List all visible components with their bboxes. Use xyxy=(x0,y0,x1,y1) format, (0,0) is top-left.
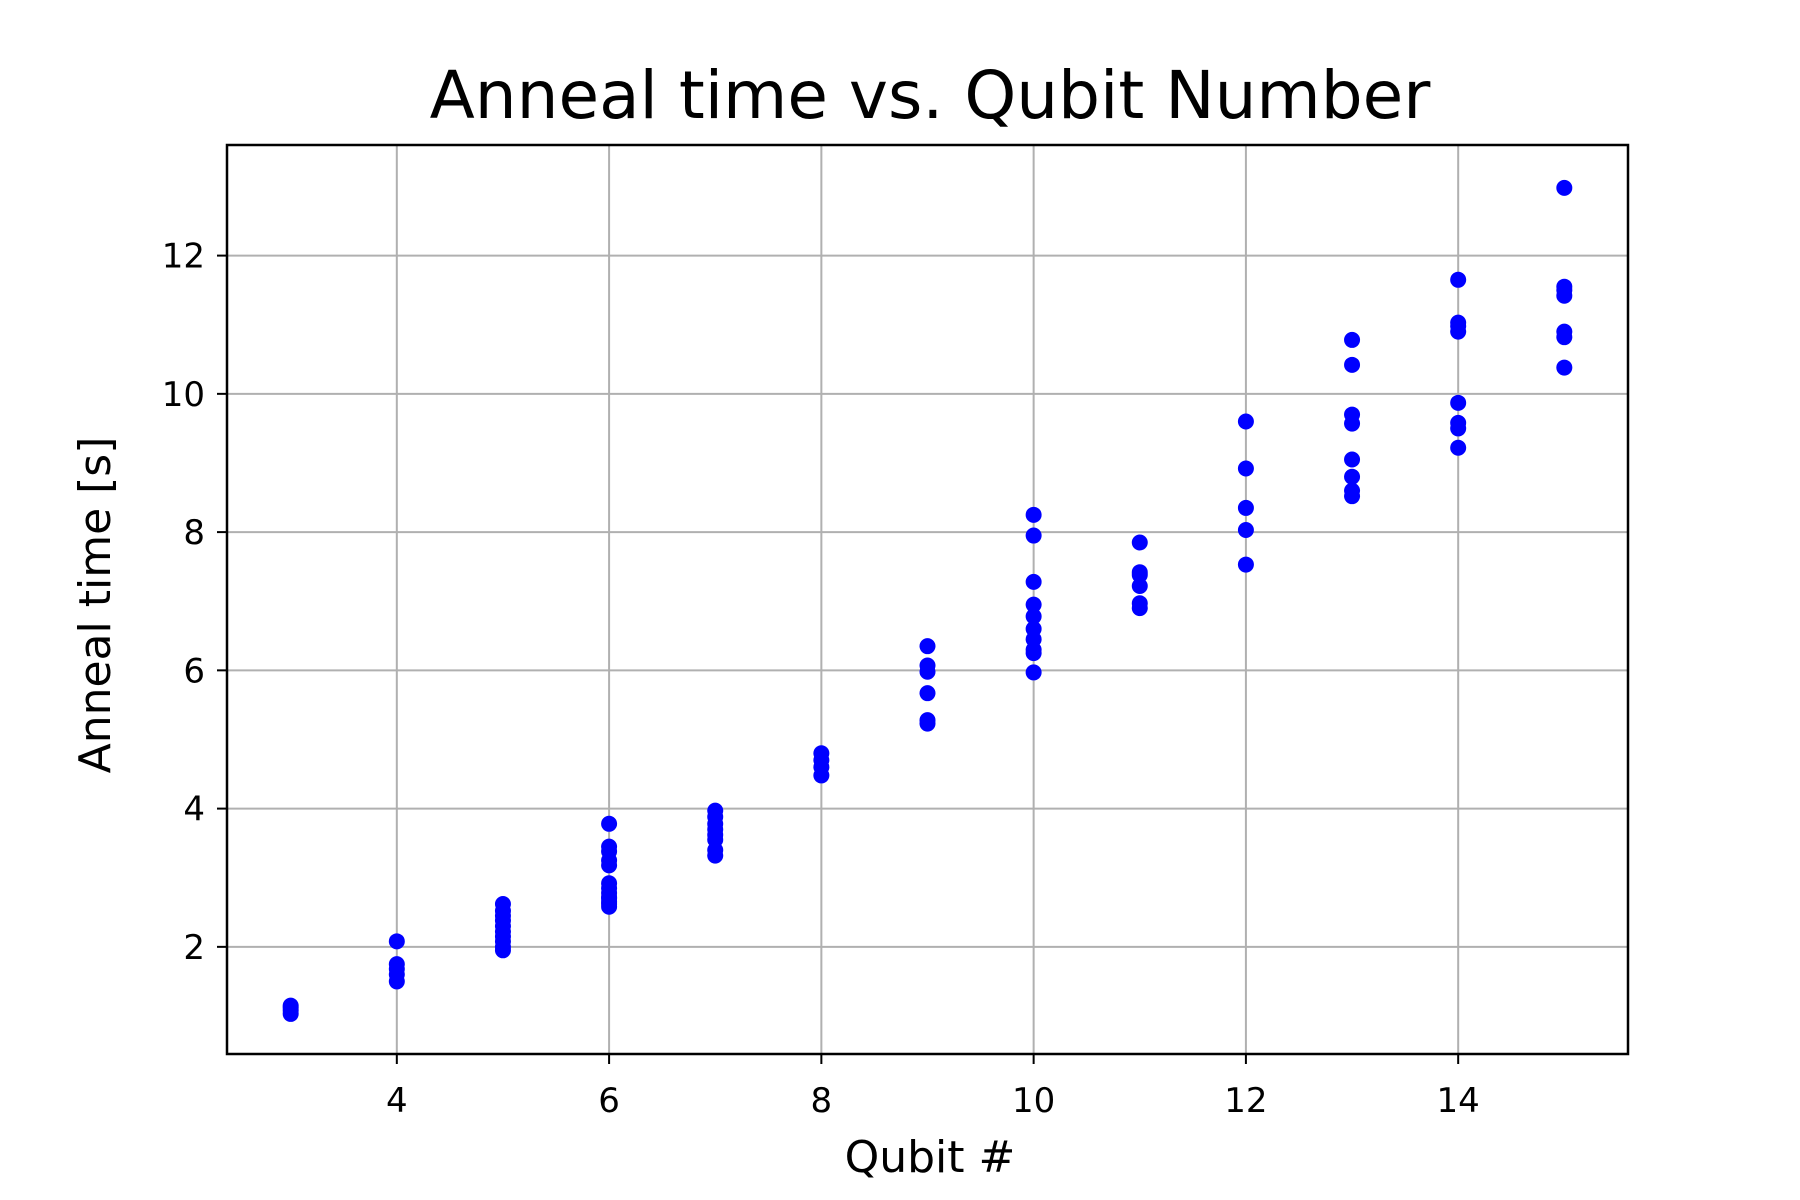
data-point-0-92 xyxy=(1556,278,1573,295)
data-points xyxy=(282,179,1573,1022)
chart-title: Anneal time vs. Qubit Number xyxy=(430,57,1432,134)
data-point-0-29 xyxy=(601,815,618,832)
data-point-0-74 xyxy=(1344,451,1361,468)
data-point-0-82 xyxy=(1450,394,1467,411)
plot-frame xyxy=(225,143,1630,1056)
data-point-0-48 xyxy=(919,657,936,674)
data-point-0-31 xyxy=(601,890,618,907)
data-point-0-39 xyxy=(707,802,724,819)
data-point-0-8 xyxy=(388,933,405,950)
y-tick-label-5: 12 xyxy=(162,237,205,277)
y-tick-label-0: 2 xyxy=(183,928,205,968)
data-point-0-70 xyxy=(1237,413,1254,430)
axis-ticks: 4 6 8 10 12 14 2 4 6 8 10 12 xyxy=(162,237,1480,1121)
x-axis-label: Qubit # xyxy=(845,1132,1016,1183)
data-point-0-68 xyxy=(1237,499,1254,516)
x-tick-label-3: 10 xyxy=(1012,1081,1055,1121)
data-point-0-89 xyxy=(1556,323,1573,340)
data-point-0-76 xyxy=(1344,406,1361,423)
y-tick-label-2: 6 xyxy=(183,651,205,691)
data-point-0-78 xyxy=(1344,331,1361,348)
data-point-0-3 xyxy=(282,997,299,1014)
data-point-0-58 xyxy=(1025,527,1042,544)
y-axis-label: Anneal time [s] xyxy=(70,437,121,774)
data-point-0-64 xyxy=(1131,564,1148,581)
data-point-0-50 xyxy=(1025,664,1042,681)
data-point-0-59 xyxy=(1025,506,1042,523)
y-tick-label-1: 4 xyxy=(183,790,205,830)
data-point-0-57 xyxy=(1025,573,1042,590)
data-point-0-72 xyxy=(1344,482,1361,499)
data-point-0-49 xyxy=(919,638,936,655)
data-point-0-62 xyxy=(1131,578,1148,595)
data-point-0-85 xyxy=(1450,314,1467,331)
x-tick-label-1: 6 xyxy=(598,1081,620,1121)
data-point-0-56 xyxy=(1025,596,1042,613)
x-tick-label-0: 4 xyxy=(386,1081,408,1121)
data-point-0-65 xyxy=(1131,534,1148,551)
data-point-0-87 xyxy=(1556,359,1573,376)
data-point-0-45 xyxy=(919,712,936,729)
y-tick-label-3: 8 xyxy=(183,513,205,553)
data-point-0-73 xyxy=(1344,468,1361,485)
data-point-0-55 xyxy=(1025,608,1042,625)
data-point-0-79 xyxy=(1450,439,1467,456)
x-tick-label-5: 14 xyxy=(1437,1081,1480,1121)
data-point-0-77 xyxy=(1344,356,1361,373)
data-point-0-69 xyxy=(1237,460,1254,477)
data-point-0-93 xyxy=(1556,179,1573,196)
data-point-0-43 xyxy=(813,745,830,762)
data-point-0-7 xyxy=(388,956,405,973)
data-point-0-61 xyxy=(1131,595,1148,612)
data-point-0-67 xyxy=(1237,522,1254,539)
data-point-0-54 xyxy=(1025,620,1042,637)
data-point-0-28 xyxy=(601,838,618,855)
data-point-0-24 xyxy=(601,875,618,892)
data-point-0-81 xyxy=(1450,414,1467,431)
y-tick-label-4: 10 xyxy=(162,375,205,415)
data-point-0-86 xyxy=(1450,271,1467,288)
data-point-0-18 xyxy=(494,895,511,912)
x-tick-label-4: 12 xyxy=(1224,1081,1267,1121)
data-point-0-66 xyxy=(1237,556,1254,573)
x-tick-label-2: 8 xyxy=(811,1081,833,1121)
data-point-0-46 xyxy=(919,685,936,702)
